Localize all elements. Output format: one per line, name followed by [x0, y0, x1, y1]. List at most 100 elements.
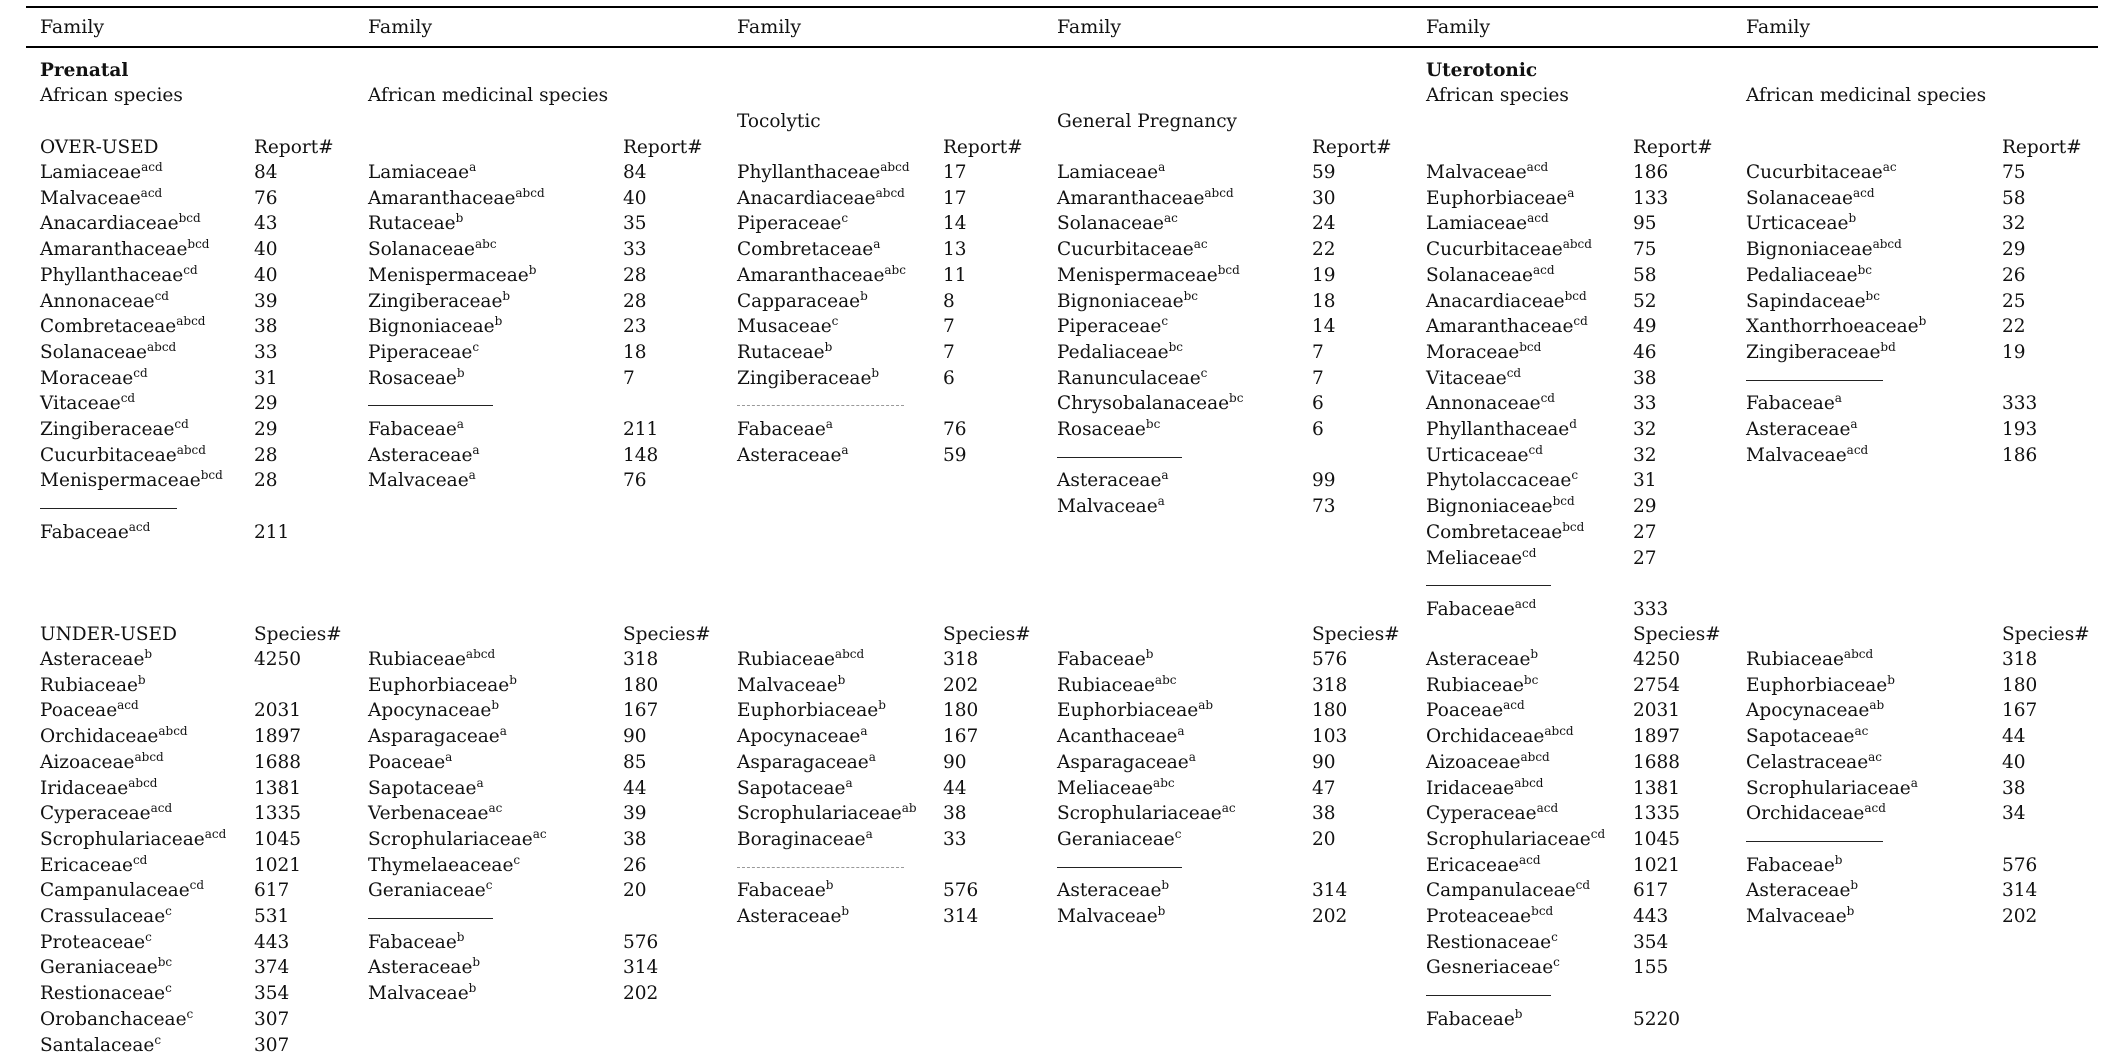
family-name: Orobanchaceaec	[40, 1008, 193, 1031]
family-count: 19	[1312, 265, 1336, 286]
family-footnote-marker: a	[476, 775, 484, 790]
family-count: 85	[623, 752, 647, 773]
family-footnote-marker: abcd	[834, 646, 865, 661]
family-name: Sapotaceaeac	[1746, 725, 1868, 748]
family-count: 576	[943, 880, 979, 901]
family-name: Fabaceaea	[368, 416, 464, 441]
family-count: 167	[2002, 700, 2038, 721]
group-separator	[737, 405, 904, 406]
family-count: 44	[623, 778, 647, 799]
col-header-family: Family	[1746, 16, 1811, 38]
family-name: Poaceaeacd	[40, 699, 139, 722]
family-name: Lamiaceaeacd	[1426, 212, 1549, 235]
col-header-family: Family	[737, 16, 802, 38]
family-name-text: Asteraceae	[737, 906, 842, 927]
family-footnote-marker: a	[456, 416, 464, 431]
family-name-text: Restionaceae	[1426, 932, 1552, 953]
family-footnote-marker: abcd	[134, 749, 164, 764]
family-name-text: Geraniaceae	[40, 957, 158, 978]
family-footnote-marker: b	[1514, 1006, 1523, 1021]
family-name: Meliaceaecd	[1426, 547, 1536, 570]
family-count: 22	[2002, 316, 2026, 337]
family-count: 576	[623, 932, 659, 953]
subhead-african-medicinal-species: African medicinal species	[1746, 85, 1987, 106]
family-name: Scrophulariaceaeacd	[40, 828, 226, 851]
family-name: Gesneriaceaec	[1426, 956, 1560, 979]
family-name-text: Amaranthaceae	[737, 265, 885, 286]
family-name: Zingiberaceaecd	[40, 418, 189, 441]
family-name: Poaceaeacd	[1426, 699, 1525, 722]
label-report-count: Report#	[623, 137, 703, 158]
family-footnote-marker: abcd	[1843, 646, 1874, 661]
family-footnote-marker: abcd	[1544, 723, 1574, 738]
family-footnote-marker: bcd	[1531, 903, 1554, 918]
family-count: 59	[1312, 162, 1336, 183]
family-name: Malvaceaeb	[368, 982, 476, 1005]
family-footnote-marker: a	[1158, 159, 1166, 174]
family-name-text: Annonaceae	[1426, 393, 1541, 414]
family-name-text: Phyllanthaceae	[40, 265, 184, 286]
family-footnote-marker: cd	[133, 365, 148, 380]
family-footnote-marker: acd	[150, 800, 173, 815]
label-under-used: UNDER-USED	[40, 624, 177, 645]
family-footnote-marker: abcd	[1562, 236, 1592, 251]
family-count: 7	[1312, 342, 1324, 363]
section-title-prenatal: Prenatal	[40, 60, 129, 81]
family-footnote-marker: abcd	[1204, 185, 1234, 200]
group-separator	[737, 867, 904, 868]
family-footnote-marker: bc	[157, 954, 173, 969]
subhead-african-species: African species	[40, 85, 183, 106]
family-footnote-marker: abcd	[176, 313, 206, 328]
family-footnote-marker: acd	[1536, 800, 1559, 815]
family-name-text: Scrophulariaceae	[1057, 803, 1222, 824]
family-footnote-marker: bcd	[1564, 288, 1587, 303]
family-count: 58	[2002, 188, 2026, 209]
label-species-count: Species#	[1633, 624, 1721, 645]
family-name-text: Menispermaceae	[1057, 265, 1218, 286]
family-count: 33	[623, 239, 647, 260]
family-name-text: Malvaceae	[1057, 496, 1158, 517]
family-name: Anacardiaceaebcd	[1426, 288, 1587, 313]
family-name-text: Asteraceae	[1426, 649, 1531, 670]
family-count: 75	[2002, 162, 2026, 183]
family-name: Euphorbiaceaeb	[737, 699, 886, 722]
label-species-count: Species#	[623, 624, 711, 645]
family-footnote-marker: abcd	[128, 775, 158, 790]
family-name-text: Pedaliaceae	[1746, 265, 1858, 286]
family-name: Lamiaceaea	[1057, 159, 1166, 184]
family-count: 333	[2002, 393, 2038, 414]
family-count: 30	[1312, 188, 1336, 209]
family-count: 95	[1633, 213, 1657, 234]
family-count: 27	[1633, 522, 1657, 543]
family-name: Celastraceaeac	[1746, 751, 1882, 774]
family-footnote-marker: b	[144, 646, 153, 661]
family-name: Asteraceaeb	[737, 905, 849, 928]
family-count: 38	[623, 829, 647, 850]
family-name-text: Apocynaceae	[737, 726, 861, 747]
family-name-text: Rubiaceae	[1426, 675, 1524, 696]
family-footnote-marker: abcd	[1514, 775, 1544, 790]
family-name: Iridaceaeabcd	[40, 775, 158, 800]
family-footnote-marker: a	[860, 723, 868, 738]
family-name-text: Chrysobalanaceae	[1057, 393, 1230, 414]
family-name: Euphorbiaceaeab	[1057, 699, 1213, 722]
family-count: 28	[254, 445, 278, 466]
family-name-text: Iridaceae	[40, 778, 129, 799]
family-name-text: Rubiaceae	[40, 675, 138, 696]
family-name: Phyllanthaceaeabcd	[737, 161, 910, 184]
family-count: 1688	[1633, 752, 1681, 773]
family-name: Zingiberaceaebd	[1746, 341, 1896, 364]
family-footnote-marker: a	[445, 749, 453, 764]
family-name-text: Piperaceae	[737, 213, 842, 234]
family-count: 76	[254, 188, 278, 209]
family-name: Cucurbitaceaeac	[1057, 238, 1208, 261]
family-name-text: Malvaceae	[40, 188, 141, 209]
family-footnote-marker: b	[472, 954, 481, 969]
family-name-text: Scrophulariaceae	[1426, 829, 1591, 850]
family-count: 155	[1633, 957, 1669, 978]
family-count: 22	[1312, 239, 1336, 260]
family-count: 318	[2002, 649, 2038, 670]
family-name-text: Poaceae	[40, 700, 118, 721]
family-footnote-marker: cd	[1573, 313, 1588, 328]
family-name-text: Xanthorrhoeaceae	[1746, 316, 1919, 337]
